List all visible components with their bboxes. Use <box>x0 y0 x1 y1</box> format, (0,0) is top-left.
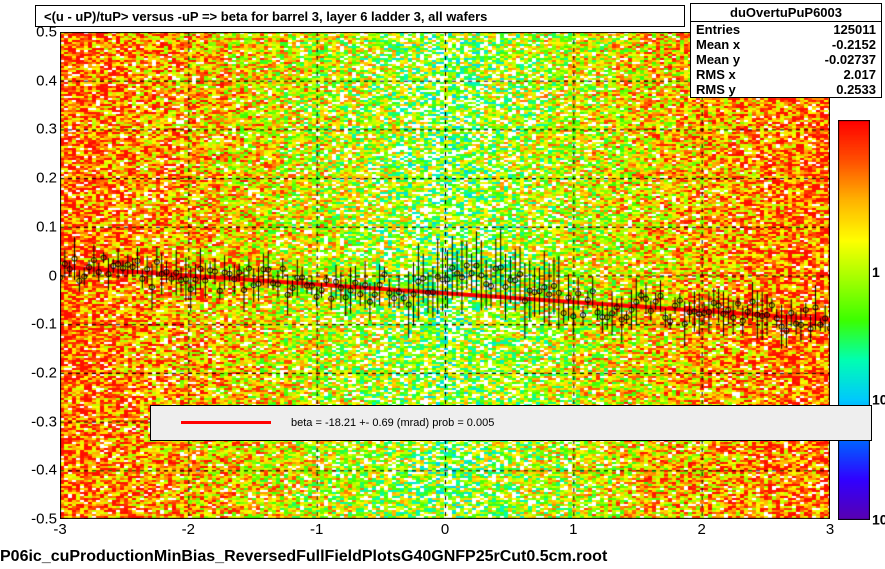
legend-text: beta = -18.21 +- 0.69 (mrad) prob = 0.00… <box>291 417 494 429</box>
stats-box: duOvertuPuP6003 Entries125011Mean x-0.21… <box>690 3 882 98</box>
y-tick-label: 0.4 <box>36 72 57 89</box>
y-tick-label: 0.2 <box>36 170 57 187</box>
x-tick-label: 1 <box>569 521 577 538</box>
x-tick-label: 3 <box>826 521 834 538</box>
overlay-canvas <box>60 32 830 519</box>
colorbar-tick-label: 10⁻ <box>872 512 885 529</box>
fit-legend: beta = -18.21 +- 0.69 (mrad) prob = 0.00… <box>150 405 872 441</box>
stats-row: Mean y-0.02737 <box>691 52 881 67</box>
legend-line-sample <box>181 421 271 424</box>
y-tick-label: 0.5 <box>36 24 57 41</box>
x-tick-label: -2 <box>182 521 195 538</box>
y-tick-label: -0.3 <box>31 413 57 430</box>
stats-row: Mean x-0.2152 <box>691 37 881 52</box>
stats-row: RMS y0.2533 <box>691 82 881 97</box>
colorbar-tick-label: 10⁻ <box>872 392 885 409</box>
y-tick-label: 0 <box>49 267 57 284</box>
x-tick-label: 0 <box>441 521 449 538</box>
stats-row: Entries125011 <box>691 22 881 37</box>
y-tick-label: -0.1 <box>31 316 57 333</box>
y-tick-label: -0.2 <box>31 364 57 381</box>
plot-title: <(u - uP)/tuP> versus -uP => beta for ba… <box>35 5 685 27</box>
x-tick-label: -3 <box>53 521 66 538</box>
plot-area: beta = -18.21 +- 0.69 (mrad) prob = 0.00… <box>60 32 830 519</box>
colorbar <box>838 120 870 520</box>
colorbar-tick-label: 1 <box>872 264 880 280</box>
x-tick-label: 2 <box>697 521 705 538</box>
y-tick-label: 0.1 <box>36 218 57 235</box>
y-tick-label: -0.4 <box>31 462 57 479</box>
footer-filename: P06ic_cuProductionMinBias_ReversedFullFi… <box>0 548 607 566</box>
histogram-name: duOvertuPuP6003 <box>691 4 881 22</box>
stats-row: RMS x2.017 <box>691 67 881 82</box>
y-tick-label: 0.3 <box>36 121 57 138</box>
x-tick-label: -1 <box>310 521 323 538</box>
